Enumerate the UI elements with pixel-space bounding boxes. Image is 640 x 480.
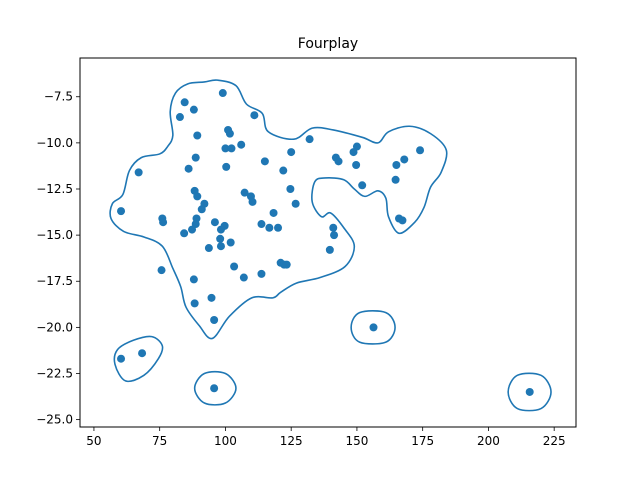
data-point <box>159 218 168 227</box>
data-point <box>329 223 338 232</box>
data-point <box>286 185 295 193</box>
contour-line <box>113 335 164 383</box>
data-point <box>274 223 283 232</box>
y-tick-label: −22.5 <box>36 366 73 380</box>
x-tick-label: 175 <box>411 434 434 448</box>
data-point <box>237 140 246 149</box>
data-point <box>216 225 225 234</box>
data-point <box>525 387 534 396</box>
data-point <box>391 175 400 184</box>
data-point <box>210 218 219 227</box>
x-axis: 50 75 100 125 150 175 200 225 <box>86 427 566 448</box>
y-tick-label: −17.5 <box>36 274 73 288</box>
data-point <box>197 205 206 214</box>
data-point <box>349 148 358 157</box>
data-point <box>117 354 126 363</box>
x-tick-label: 75 <box>152 434 167 448</box>
data-point <box>190 299 199 308</box>
contour-line <box>193 370 237 406</box>
data-point <box>358 181 367 190</box>
chart-title: Fourplay <box>298 36 358 52</box>
data-point <box>227 144 236 153</box>
data-point <box>305 135 314 144</box>
data-point <box>352 161 361 170</box>
y-tick-label: −7.5 <box>44 90 73 104</box>
x-tick-label: 150 <box>345 434 368 448</box>
x-tick-label: 50 <box>86 434 101 448</box>
y-tick-label: −12.5 <box>36 182 73 196</box>
y-tick-label: −25.0 <box>36 413 73 427</box>
data-point <box>193 192 202 201</box>
data-point <box>287 148 296 157</box>
data-point <box>325 245 334 254</box>
data-point <box>218 89 227 98</box>
contour-layer <box>109 79 552 412</box>
data-point <box>282 260 291 269</box>
data-point <box>334 157 343 166</box>
data-point <box>210 384 219 393</box>
data-point <box>188 225 197 234</box>
data-point <box>189 105 198 114</box>
data-point <box>222 162 231 171</box>
data-point <box>134 168 143 177</box>
y-tick-label: −20.0 <box>36 320 73 334</box>
x-tick-label: 200 <box>477 434 500 448</box>
data-point <box>240 188 249 197</box>
data-point <box>230 262 239 271</box>
data-point <box>257 269 266 278</box>
data-point <box>184 164 193 173</box>
data-point <box>180 229 189 238</box>
data-point <box>207 293 216 302</box>
data-point <box>416 146 425 155</box>
data-point <box>226 238 235 247</box>
data-point <box>291 199 300 208</box>
data-point <box>189 275 198 284</box>
data-point <box>250 111 259 120</box>
contour-line <box>350 309 396 345</box>
y-tick-label: −10.0 <box>36 136 73 150</box>
contour-line <box>507 372 552 412</box>
data-point <box>221 144 230 153</box>
data-point <box>175 113 184 122</box>
data-point <box>210 315 219 324</box>
contour-line <box>109 79 448 340</box>
y-tick-label: −15.0 <box>36 228 73 242</box>
data-point <box>260 157 269 166</box>
data-point <box>239 273 248 282</box>
data-point <box>400 155 409 164</box>
data-point <box>248 197 257 206</box>
data-point <box>216 242 225 251</box>
point-layer <box>117 89 534 396</box>
data-point <box>265 223 274 232</box>
data-point <box>369 323 378 332</box>
data-point <box>279 166 288 175</box>
data-point <box>191 153 200 162</box>
data-point <box>398 216 407 225</box>
data-point <box>138 349 147 358</box>
y-axis: −7.5 −10.0 −12.5 −15.0 −17.5 −20.0 −22.5 −25.0 <box>36 90 80 427</box>
data-point <box>269 208 278 217</box>
data-point <box>392 161 401 170</box>
data-point <box>204 244 213 253</box>
data-point <box>117 207 126 216</box>
x-tick-label: 125 <box>280 434 303 448</box>
data-point <box>225 129 234 138</box>
data-point <box>180 98 189 107</box>
data-point <box>157 266 166 275</box>
data-point <box>330 231 339 240</box>
data-point <box>257 220 266 229</box>
x-tick-label: 225 <box>543 434 566 448</box>
plot-frame <box>79 57 577 428</box>
data-point <box>193 131 202 140</box>
x-tick-label: 100 <box>214 434 237 448</box>
data-point <box>216 234 225 243</box>
